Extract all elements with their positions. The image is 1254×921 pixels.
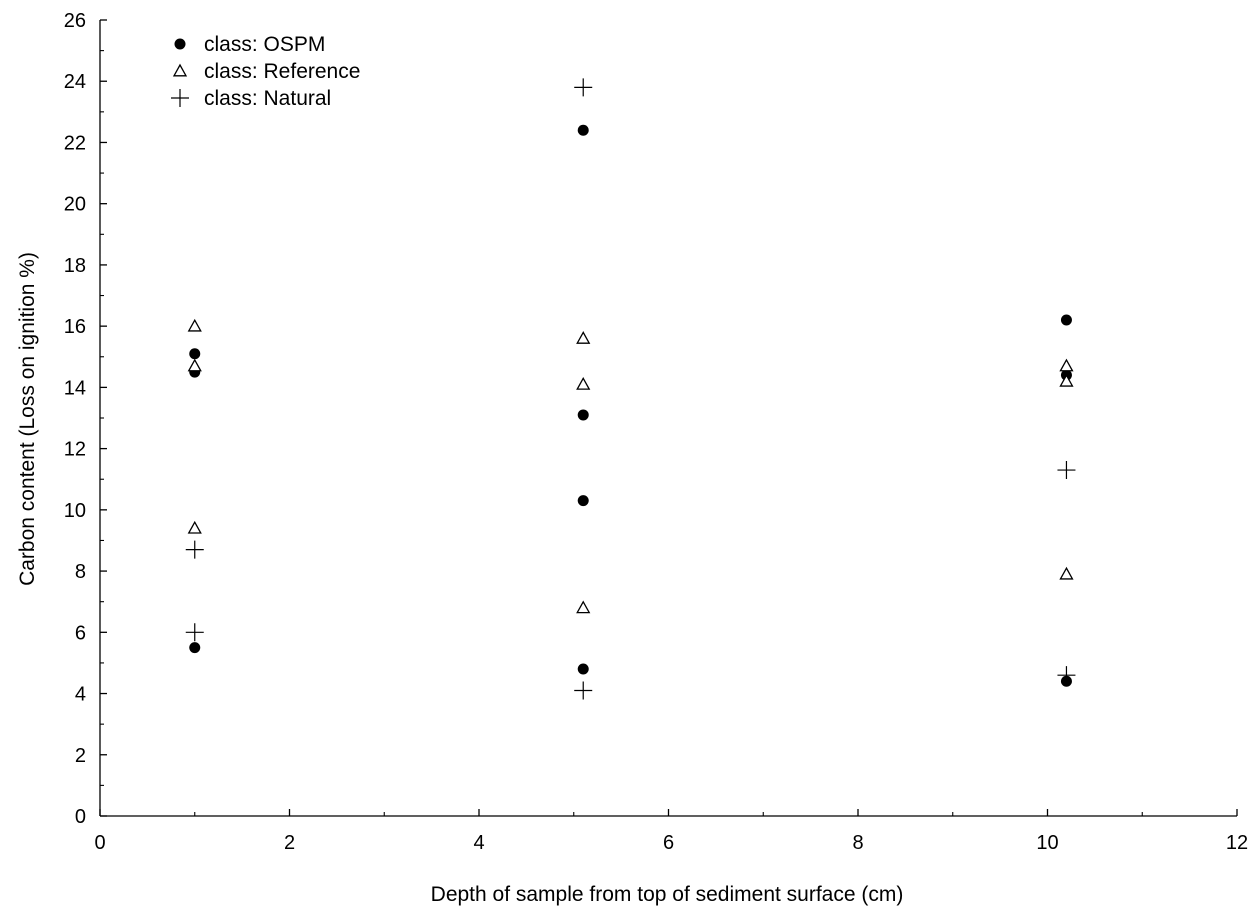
data-point-natural — [1057, 666, 1076, 685]
x-tick-label: 4 — [473, 832, 484, 854]
data-point-ospm — [577, 124, 589, 136]
data-point-ospm — [577, 663, 589, 675]
y-tick-label: 4 — [75, 684, 86, 706]
legend-label: class: Reference — [204, 60, 360, 83]
legend: class: OSPM class: Reference class: Natura… — [171, 33, 360, 110]
data-point-reference — [187, 358, 202, 372]
y-axis-title: Carbon content (Loss on ignition %) — [16, 252, 39, 586]
data-point-ospm — [189, 642, 201, 654]
data-point-reference — [576, 600, 591, 614]
y-tick-label: 0 — [75, 806, 86, 828]
y-tick-label: 6 — [75, 622, 86, 644]
data-point-reference — [187, 520, 202, 534]
data-point-natural — [185, 540, 204, 559]
legend-marker-natural — [171, 89, 189, 107]
data-point-natural — [574, 78, 593, 97]
points-layer — [185, 78, 1076, 700]
legend-marker-ospm — [174, 38, 186, 50]
y-tick-label: 16 — [64, 316, 86, 338]
data-point-ospm — [577, 495, 589, 507]
x-tick-label: 8 — [852, 832, 863, 854]
x-tick-label: 6 — [663, 832, 674, 854]
data-point-reference — [1059, 566, 1074, 580]
data-point-ospm — [1060, 314, 1072, 326]
y-tick-label: 12 — [64, 439, 86, 461]
x-tick-label: 2 — [284, 832, 295, 854]
y-tick-label: 10 — [64, 500, 86, 522]
legend-marker-reference — [172, 63, 188, 77]
y-tick-label: 18 — [64, 255, 86, 277]
y-tick-label: 8 — [75, 561, 86, 583]
data-point-ospm — [189, 348, 201, 360]
x-axis-title: Depth of sample from top of sediment sur… — [431, 883, 904, 906]
data-point-ospm — [577, 409, 589, 421]
data-point-reference — [1059, 358, 1074, 372]
data-point-natural — [1057, 461, 1076, 480]
y-tick-label: 26 — [64, 10, 86, 32]
data-point-natural — [185, 623, 204, 642]
legend-label: class: Natural — [204, 87, 331, 110]
data-point-reference — [576, 376, 591, 390]
x-tick-label: 12 — [1226, 832, 1248, 854]
x-tick-label: 10 — [1036, 832, 1058, 854]
data-point-natural — [574, 681, 593, 700]
legend-label: class: OSPM — [204, 33, 325, 56]
y-tick-label: 14 — [64, 377, 86, 399]
data-point-reference — [187, 318, 202, 332]
data-point-reference — [1059, 373, 1074, 387]
data-point-reference — [576, 331, 591, 344]
y-tick-label: 2 — [75, 745, 86, 767]
x-tick-label: 0 — [94, 832, 105, 854]
y-tick-label: 24 — [64, 71, 86, 93]
y-tick-label: 20 — [64, 194, 86, 216]
y-tick-label: 22 — [64, 132, 86, 154]
